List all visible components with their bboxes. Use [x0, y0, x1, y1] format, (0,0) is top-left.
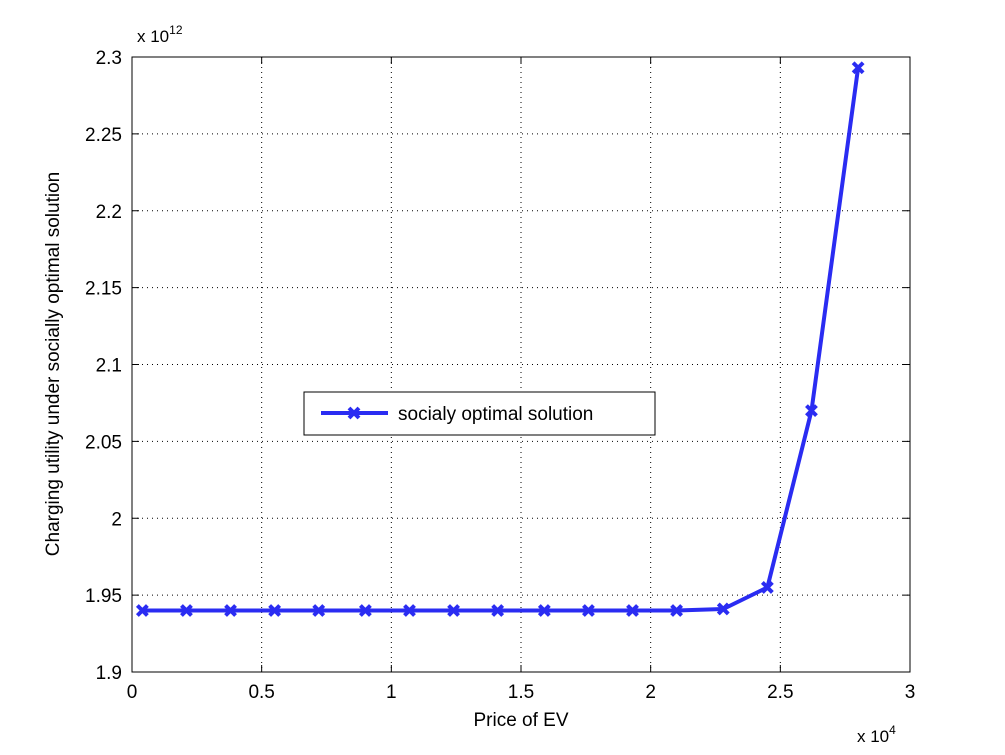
- tick-labels: 0 0.5 1 1.5 2 2.5 3 1.9 1.95 2 2.05 2.1 2.15 2.2 2.25 2…: [85, 48, 915, 703]
- data-point-marker: [224, 604, 237, 617]
- data-point-marker: [403, 604, 416, 617]
- legend-marker-sample: [347, 406, 361, 420]
- data-point-marker: [447, 604, 460, 617]
- x-tick-label: 1: [386, 682, 397, 703]
- data-point-marker: [358, 604, 372, 617]
- x-tick-label: 2.5: [767, 682, 793, 703]
- data-point-marker: [491, 604, 505, 617]
- x-tick-label: 3: [905, 682, 916, 703]
- data-point-marker: [180, 604, 193, 617]
- data-point-marker: [805, 404, 818, 418]
- x-tick-label: 2: [645, 682, 656, 703]
- data-point-marker: [760, 581, 774, 594]
- y-tick-label: 2.1: [96, 356, 122, 377]
- y-tick-label: 2: [111, 509, 122, 530]
- legend-label: socialy optimal solution: [398, 404, 593, 425]
- y-tick-label: 2.25: [85, 125, 122, 146]
- y-axis-label: Charging utility under socially optimal …: [43, 172, 64, 556]
- legend: socialy optimal solution: [303, 391, 656, 436]
- y-tick-label: 1.9: [96, 663, 122, 684]
- y-multiplier-exponent: 12: [169, 23, 183, 37]
- x-multiplier-exponent: 4: [889, 723, 896, 737]
- data-point-marker: [670, 604, 684, 617]
- x-tick-label: 1.5: [508, 682, 534, 703]
- data-point-marker: [537, 604, 551, 617]
- y-multiplier-base: x 10: [137, 27, 169, 46]
- data-point-marker: [851, 61, 865, 75]
- data-point-marker: [135, 604, 149, 617]
- data-point-marker: [312, 604, 326, 617]
- y-tick-label: 2.3: [96, 48, 122, 69]
- x-multiplier: x 104: [857, 723, 896, 746]
- y-tick-label: 2.2: [96, 202, 122, 223]
- y-tick-label: 1.95: [85, 586, 122, 607]
- x-axis-label: Price of EV: [473, 710, 568, 731]
- x-multiplier-base: x 10: [857, 727, 889, 746]
- x-tick-label: 0: [127, 682, 138, 703]
- axis-ticks: [131, 56, 911, 673]
- y-tick-label: 2.15: [85, 279, 122, 300]
- y-multiplier: x 1012: [137, 23, 183, 46]
- y-tick-label: 2.05: [85, 432, 122, 453]
- x-tick-label: 0.5: [248, 682, 274, 703]
- series-layer: [135, 61, 865, 617]
- data-point-marker: [626, 604, 639, 617]
- data-point-marker: [582, 604, 595, 617]
- plot-background: [132, 57, 910, 672]
- data-point-marker: [716, 602, 730, 616]
- data-point-marker: [268, 604, 282, 617]
